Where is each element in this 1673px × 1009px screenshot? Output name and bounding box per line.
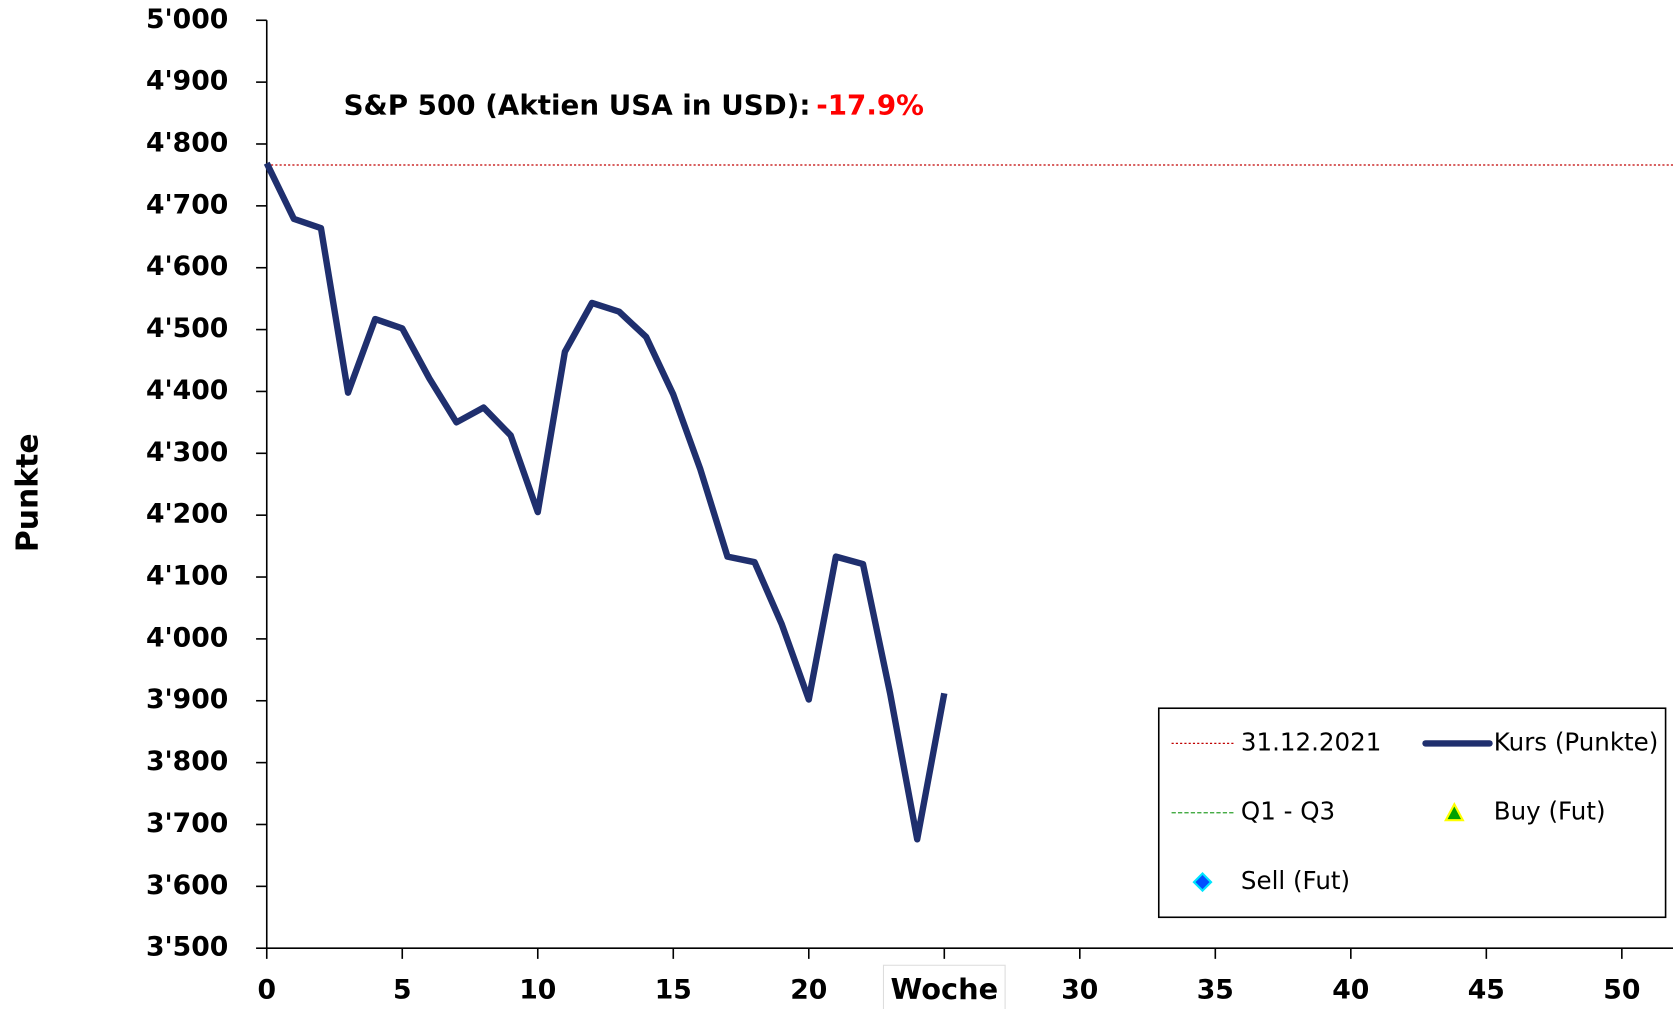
x-tick-label: 0: [257, 974, 276, 1005]
x-tick-label: 30: [1061, 974, 1098, 1005]
y-tick-label: 4'100: [146, 561, 228, 592]
x-label-box: [882, 964, 1006, 1009]
x-tick-label: 45: [1468, 974, 1505, 1005]
legend-symbol: [1192, 872, 1213, 893]
y-tick-label: 4'600: [146, 251, 228, 282]
y-tick-label: 4'700: [146, 189, 228, 220]
y-tick-label: 4'500: [146, 313, 228, 344]
y-tick-label: 5'000: [146, 4, 228, 35]
legend-label: Q1 - Q3: [1241, 797, 1335, 826]
y-tick-label: 4'200: [146, 499, 228, 530]
y-tick-label: 4'400: [146, 375, 228, 406]
y-tick-label: 3'500: [146, 932, 228, 963]
x-tick-label: Woche: [890, 972, 998, 1006]
x-tick-label: 50: [1603, 974, 1640, 1005]
y-tick-label: 3'600: [146, 870, 228, 901]
plot-group: Punkte S&P 500 (Aktien USA in USD): -17.…: [10, 4, 1673, 1009]
y-tick-label: 3'800: [146, 746, 228, 777]
line-series: [263, 161, 948, 843]
annotation-value: -17.9%: [816, 89, 924, 122]
y-tick-label: 3'900: [146, 684, 228, 715]
x-tick-label: 5: [393, 974, 412, 1005]
legend-label: Kurs (Punkte): [1494, 727, 1659, 756]
y-axis-label: Punkte: [10, 433, 45, 552]
legend-label: Sell (Fut): [1241, 866, 1350, 895]
y-tick-label: 4'800: [146, 127, 228, 158]
legend-symbol: [1444, 801, 1465, 822]
y-tick-label: 3'700: [146, 808, 228, 839]
legend-label: Buy (Fut): [1494, 797, 1606, 826]
x-tick-label: 15: [655, 974, 692, 1005]
legend-box: [1157, 707, 1667, 919]
y-tick-label: 4'300: [146, 437, 228, 468]
y-tick-label: 4'900: [146, 66, 228, 97]
legend-label: 31.12.2021: [1241, 727, 1381, 756]
x-tick-label: 20: [790, 974, 827, 1005]
x-tick-label: 40: [1332, 974, 1369, 1005]
x-tick-label: 35: [1197, 974, 1234, 1005]
annotation: S&P 500 (Aktien USA in USD):: [344, 89, 811, 122]
x-tick-label: 10: [519, 974, 556, 1005]
y-tick-label: 4'000: [146, 622, 228, 653]
